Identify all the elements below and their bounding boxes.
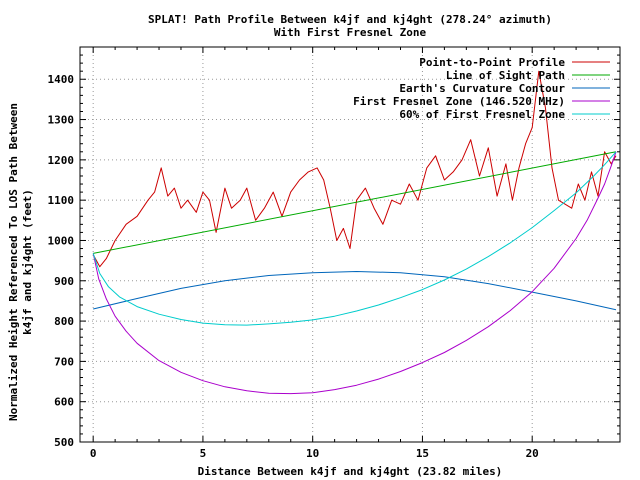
y-tick-label: 700 [54, 355, 74, 368]
data-series [92, 70, 617, 395]
series-line-first-fresnel-zone-146-520-mhz [92, 151, 617, 395]
y-axis-label-line2: k4jf and kj4ght (feet) [21, 189, 34, 335]
legend-label: Point-to-Point Profile [419, 56, 565, 69]
series-line-point-to-point-profile [92, 70, 617, 268]
y-tick-label: 800 [54, 315, 74, 328]
x-tick-label: 15 [416, 447, 429, 460]
legend-label: Line of Sight Path [446, 69, 565, 82]
legend-label: Earth's Curvature Contour [399, 82, 565, 95]
plot-area-border [79, 46, 621, 443]
chart-title: SPLAT! Path Profile Between k4jf and kj4… [148, 13, 552, 26]
x-axis-label: Distance Between k4jf and kj4ght (23.82 … [198, 465, 503, 478]
y-tick-label: 1200 [48, 154, 75, 167]
legend-label: 60% of First Fresnel Zone [399, 108, 565, 121]
x-tick-label: 10 [306, 447, 319, 460]
y-tick-label: 1100 [48, 194, 75, 207]
x-tick-label: 20 [526, 447, 539, 460]
series-line-line-of-sight-path [93, 151, 617, 254]
y-tick-label: 1000 [48, 234, 75, 247]
y-tick-label: 1400 [48, 73, 75, 86]
series-line-60-of-first-fresnel-zone [92, 151, 617, 326]
y-axis-label-line1: Normalized Height Referenced To LOS Path… [7, 103, 20, 421]
x-tick-label: 0 [90, 447, 97, 460]
axis-ticks: 0 5 10 15 20 500 600 700 800 900 1000 1100 1200 1300 1… [48, 46, 621, 460]
series-line-earth-s-curvature-contour [93, 271, 617, 311]
y-tick-label: 500 [54, 436, 74, 449]
legend-label: First Fresnel Zone (146.520 MHz) [353, 95, 565, 108]
plot-frame [79, 46, 621, 443]
chart-subtitle: With First Fresnel Zone [274, 26, 427, 39]
y-tick-label: 1300 [48, 114, 75, 127]
y-tick-label: 900 [54, 275, 74, 288]
y-tick-label: 600 [54, 396, 74, 409]
x-tick-label: 5 [200, 447, 207, 460]
